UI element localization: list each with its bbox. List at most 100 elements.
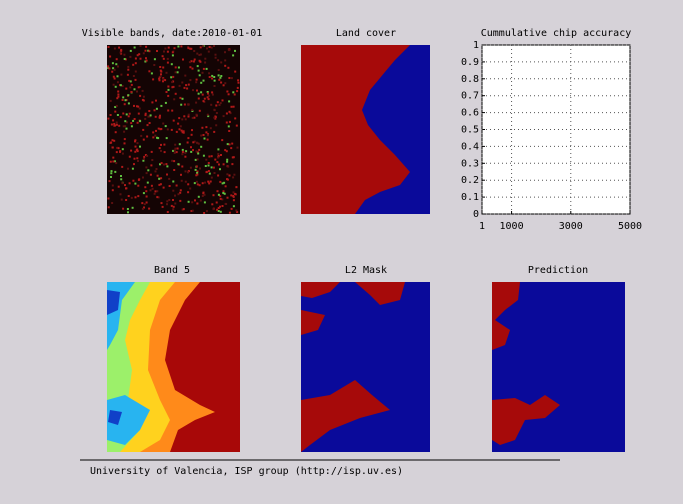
speckle: [206, 68, 208, 70]
speckle: [234, 71, 236, 73]
speckle: [112, 189, 114, 191]
speckle: [148, 208, 150, 210]
speckle: [236, 125, 238, 127]
speckle: [184, 156, 186, 158]
panel-title: Prediction: [528, 265, 588, 276]
speckle: [178, 67, 180, 69]
speckle: [220, 198, 222, 200]
speckle: [113, 84, 115, 86]
speckle: [124, 103, 126, 105]
speckle: [117, 66, 119, 68]
speckle: [167, 211, 169, 213]
speckle: [160, 75, 162, 77]
speckle: [222, 205, 224, 207]
speckle: [200, 91, 202, 93]
speckle: [221, 139, 223, 141]
speckle: [139, 120, 141, 122]
speckle: [208, 165, 210, 167]
speckle: [125, 199, 127, 201]
speckle: [196, 90, 198, 92]
speckle: [176, 151, 178, 153]
speckle: [193, 50, 195, 52]
speckle: [203, 68, 205, 70]
speckle: [168, 199, 170, 201]
speckle: [191, 134, 193, 136]
speckle: [195, 169, 197, 171]
speckle: [122, 96, 124, 98]
speckle: [162, 55, 164, 57]
speckle: [115, 63, 117, 65]
speckle: [176, 131, 178, 133]
speckle: [188, 116, 190, 118]
speckle: [226, 159, 228, 161]
speckle: [198, 93, 200, 95]
speckle: [124, 120, 126, 122]
speckle: [208, 72, 210, 74]
speckle: [127, 69, 129, 71]
speckle: [192, 141, 194, 143]
speckle: [217, 59, 219, 61]
speckle: [189, 188, 191, 190]
speckle: [193, 61, 195, 63]
speckle: [186, 88, 188, 90]
speckle: [135, 79, 137, 81]
speckle: [143, 158, 145, 160]
speckle: [162, 80, 164, 82]
speckle: [196, 79, 198, 81]
speckle: [146, 155, 148, 157]
speckle: [220, 75, 222, 77]
speckle: [209, 46, 211, 48]
speckle: [220, 154, 222, 156]
speckle: [135, 58, 137, 60]
speckle: [112, 119, 114, 121]
speckle: [172, 76, 174, 78]
axes-title: Cummulative chip accuracy: [481, 28, 632, 39]
speckle: [113, 125, 115, 127]
speckle: [120, 116, 122, 118]
speckle: [117, 75, 119, 77]
speckle: [135, 62, 137, 64]
speckle: [231, 106, 233, 108]
speckle: [204, 62, 206, 64]
speckle: [128, 115, 130, 117]
speckle: [211, 166, 213, 168]
speckle: [190, 48, 192, 50]
speckle: [189, 79, 191, 81]
speckle: [181, 166, 183, 168]
speckle: [188, 114, 190, 116]
speckle: [235, 186, 237, 188]
speckle: [128, 80, 130, 82]
speckle: [189, 61, 191, 63]
speckle: [214, 85, 216, 87]
speckle: [114, 69, 116, 71]
speckle: [120, 178, 122, 180]
speckle: [233, 106, 235, 108]
speckle: [148, 110, 150, 112]
speckle: [205, 165, 207, 167]
speckle: [180, 174, 182, 176]
speckle: [227, 197, 229, 199]
speckle: [208, 51, 210, 53]
y-tick-label: 0.2: [461, 175, 479, 186]
speckle: [194, 59, 196, 61]
speckle: [163, 58, 165, 60]
speckle: [142, 208, 144, 210]
speckle: [211, 177, 213, 179]
speckle: [108, 68, 110, 70]
speckle: [110, 172, 112, 174]
speckle: [180, 104, 182, 106]
speckle: [160, 177, 162, 179]
speckle: [173, 120, 175, 122]
speckle: [168, 89, 170, 91]
speckle: [107, 65, 109, 67]
speckle: [173, 160, 175, 162]
speckle: [146, 196, 148, 198]
speckle: [155, 116, 157, 118]
y-tick-label: 1: [473, 40, 479, 51]
speckle: [164, 79, 166, 81]
speckle: [196, 203, 198, 205]
land-cover-image: [301, 45, 430, 214]
speckle: [232, 195, 234, 197]
speckle: [187, 183, 189, 185]
speckle: [134, 151, 136, 153]
